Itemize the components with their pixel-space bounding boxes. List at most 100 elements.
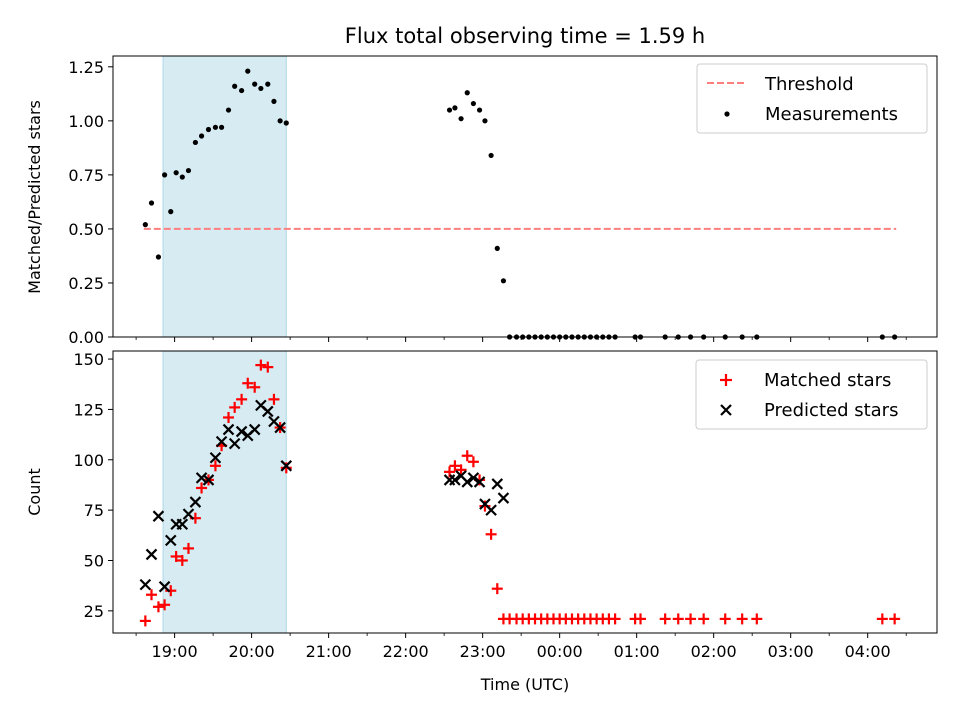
matched-star-point xyxy=(152,601,164,613)
measurement-point xyxy=(168,209,174,215)
measurement-point xyxy=(198,133,205,139)
measurement-point xyxy=(482,118,488,124)
measurement-point xyxy=(446,107,453,113)
y-tick-label: 150 xyxy=(73,350,104,369)
predicted-star-point xyxy=(461,476,474,488)
y-tick-label: 1.00 xyxy=(68,112,104,131)
predicted-star-point xyxy=(280,460,293,472)
measurement-point xyxy=(271,98,277,104)
y-tick-label: 25 xyxy=(84,602,104,621)
y-tick-label: 0.25 xyxy=(68,274,104,293)
measurement-point xyxy=(283,120,289,126)
predicted-star-point xyxy=(152,510,165,522)
measurement-point xyxy=(245,68,251,74)
predicted-star-point xyxy=(202,474,215,486)
matched-star-point xyxy=(182,542,194,554)
matched-star-point xyxy=(736,613,748,625)
legend-threshold-label: Threshold xyxy=(764,74,854,95)
measurement-point xyxy=(225,107,232,113)
measurement-point xyxy=(476,107,483,113)
x-tick-label: 00:00 xyxy=(537,642,583,661)
legend-measurements-swatch xyxy=(724,111,730,117)
matched-star-point xyxy=(889,613,901,625)
matched-star-point xyxy=(461,450,473,462)
observing-window-span xyxy=(162,55,287,338)
ratio-legend: Threshold Measurements xyxy=(696,63,928,134)
x-tick-label: 22:00 xyxy=(383,642,429,661)
measurement-point xyxy=(142,222,148,228)
matched-star-point xyxy=(876,613,888,625)
chart-title: Flux total observing time = 1.59 h xyxy=(345,24,705,48)
measurement-point xyxy=(265,81,271,87)
predicted-star-point xyxy=(274,421,286,434)
legend-predicted-swatch xyxy=(720,404,732,416)
legend-measurements-label: Measurements xyxy=(765,104,898,125)
x-tick-label: 19:00 xyxy=(152,642,198,661)
measurement-point xyxy=(458,116,464,122)
matched-star-point xyxy=(467,456,479,468)
measurement-point xyxy=(218,124,225,130)
measurement-point xyxy=(205,126,212,133)
measurement-point xyxy=(470,100,477,107)
x-tick-label: 03:00 xyxy=(768,642,814,661)
predicted-star-point xyxy=(182,508,195,520)
matched-star-point xyxy=(698,613,710,625)
matched-star-point xyxy=(249,381,261,393)
y-tick-label: 0.00 xyxy=(68,328,104,347)
matched-star-point xyxy=(146,589,158,601)
ratio-panel: 0.00 0.25 0.50 0.75 1.00 1.25 Flux total obse… xyxy=(25,24,938,347)
measurement-point xyxy=(452,105,458,111)
measurement-point xyxy=(252,81,258,87)
matched-star-point xyxy=(491,583,503,595)
measurement-point xyxy=(179,174,185,180)
legend-matched-label: Matched stars xyxy=(764,370,891,391)
matched-star-point xyxy=(635,613,647,625)
measurement-point xyxy=(173,170,179,176)
matched-star-point xyxy=(672,613,684,625)
matched-star-point xyxy=(262,361,274,373)
matched-star-point xyxy=(223,411,235,423)
predicted-star-point xyxy=(139,578,152,591)
measurement-point xyxy=(192,139,198,146)
measurement-point xyxy=(212,124,219,130)
predicted-star-point xyxy=(467,472,480,484)
predicted-star-point xyxy=(222,423,235,436)
x-tick-label: 02:00 xyxy=(691,642,737,661)
matched-star-point xyxy=(449,460,461,472)
predicted-star-point xyxy=(262,405,274,418)
measurement-point xyxy=(232,83,238,89)
matched-stars-points xyxy=(139,359,901,627)
predicted-star-point xyxy=(158,580,171,593)
measurement-point xyxy=(464,90,470,96)
matched-star-point xyxy=(268,393,280,405)
matched-star-point xyxy=(242,377,254,389)
y-tick-label: 50 xyxy=(84,551,104,570)
x-tick-label: 01:00 xyxy=(614,642,660,661)
predicted-star-point xyxy=(215,435,228,448)
matched-star-point xyxy=(255,359,267,371)
matched-star-point xyxy=(229,401,241,413)
matched-star-point xyxy=(176,554,188,566)
ratio-y-axis-label: Matched/Predicted stars xyxy=(25,100,44,294)
ratio-y-ticks: 0.00 0.25 0.50 0.75 1.00 1.25 xyxy=(68,58,113,347)
matched-star-point xyxy=(139,615,151,627)
matched-star-point xyxy=(159,599,171,611)
matched-star-point xyxy=(485,528,497,540)
matched-star-point xyxy=(209,460,221,472)
matched-star-point xyxy=(280,462,292,474)
predicted-star-point xyxy=(228,437,241,450)
measurement-point xyxy=(277,118,283,124)
matched-star-point xyxy=(751,613,763,625)
matched-star-point xyxy=(455,464,467,476)
measurement-point xyxy=(239,87,245,94)
measurement-point xyxy=(185,167,192,174)
x-tick-label: 04:00 xyxy=(845,642,891,661)
predicted-star-point xyxy=(189,496,202,508)
predicted-stars-points xyxy=(139,399,510,593)
matched-star-point xyxy=(170,550,182,562)
measurement-point xyxy=(161,172,168,178)
x-tick-label: 20:00 xyxy=(229,642,275,661)
y-tick-label: 125 xyxy=(73,400,104,419)
measurement-point xyxy=(258,85,264,92)
